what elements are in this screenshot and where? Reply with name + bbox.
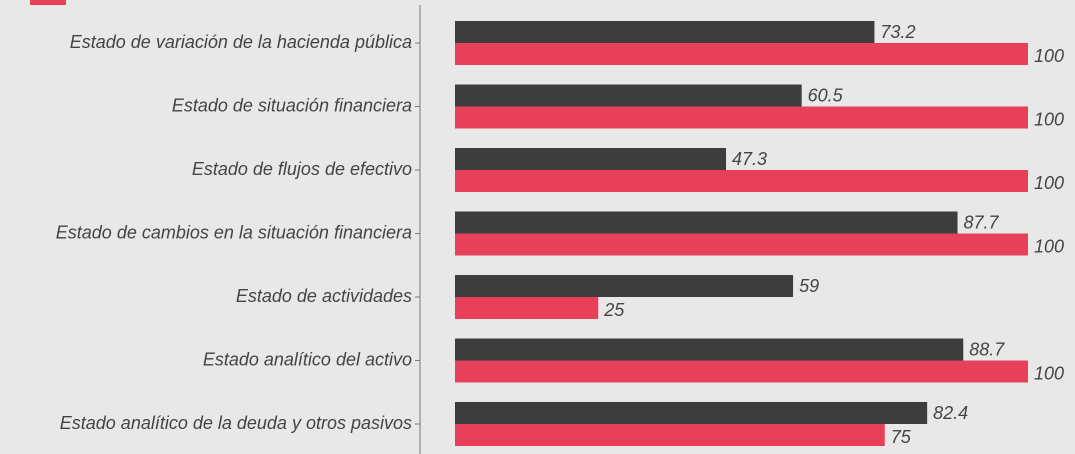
bar — [455, 170, 1028, 192]
data-label: 100 — [1034, 173, 1064, 193]
bar — [455, 424, 885, 446]
bar — [455, 148, 727, 170]
data-label: 100 — [1034, 363, 1064, 383]
data-label: 75 — [891, 427, 912, 447]
category-label: Estado analítico del activo — [203, 349, 412, 369]
bar — [455, 106, 1028, 129]
category-label: Estado de actividades — [236, 286, 412, 306]
category-label: Estado de flujos de efectivo — [192, 159, 412, 179]
data-label: 88.7 — [969, 339, 1005, 359]
category-label: Estado de cambios en la situación financ… — [56, 222, 412, 242]
category-label: Estado analítico de la deuda y otros pas… — [60, 413, 412, 433]
category-label: Estado de situación financiera — [172, 95, 412, 115]
data-label: 87.7 — [964, 212, 1000, 232]
data-label: 100 — [1034, 46, 1064, 66]
bar — [455, 21, 875, 43]
data-label: 25 — [603, 300, 625, 320]
data-label: 73.2 — [880, 22, 915, 42]
bar — [455, 43, 1028, 65]
data-label: 100 — [1034, 109, 1064, 129]
data-label: 60.5 — [808, 85, 844, 105]
bar — [455, 297, 599, 319]
bar — [455, 233, 1028, 256]
data-label: 82.4 — [933, 403, 968, 423]
data-label: 47.3 — [732, 149, 767, 169]
bar — [455, 211, 958, 234]
bar — [455, 275, 794, 297]
bar — [455, 338, 964, 361]
bar — [455, 84, 802, 107]
legend-fragment — [30, 0, 66, 5]
bar — [455, 402, 928, 424]
category-label: Estado de variación de la hacienda públi… — [70, 32, 412, 52]
data-label: 59 — [799, 276, 819, 296]
data-label: 100 — [1034, 236, 1064, 256]
bar — [455, 360, 1028, 383]
